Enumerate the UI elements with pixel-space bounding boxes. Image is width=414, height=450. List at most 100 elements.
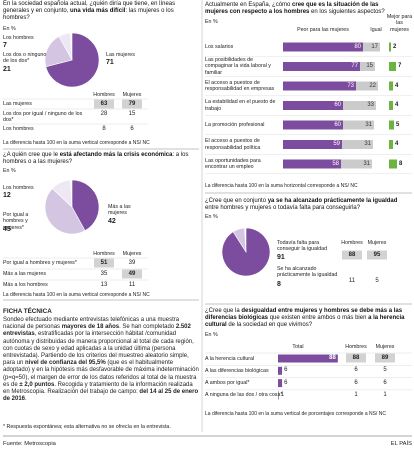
column-header: Hombres (93, 92, 115, 98)
slice-label: Los hombres (3, 35, 34, 41)
value-label: 73 (347, 82, 354, 89)
value-label: 7 (398, 63, 402, 69)
value-label: 77 (351, 63, 358, 69)
bar (283, 101, 343, 110)
row-label: Más a los hombres (3, 282, 48, 288)
table-value: 28 (100, 111, 108, 117)
series-header: Mejor para las mujeres (386, 14, 413, 33)
row-label: Las oportunidades para encontrar un empl… (205, 157, 261, 170)
value-label: 58 (332, 160, 339, 167)
value-label: 80 (354, 43, 361, 50)
slice-value: 7 (3, 42, 7, 49)
row-label: Más a las mujeres (3, 271, 46, 277)
value-label: 33 (367, 102, 374, 108)
emphasis: desigualdad entre mujeres y hombres se d… (205, 308, 403, 322)
text-run: : a los hombres o a las mujeres? (3, 152, 189, 166)
bar (278, 354, 338, 363)
unit-label: En % (3, 168, 16, 174)
question: ¿A quién cree que le está afectando más … (3, 152, 199, 166)
emphasis: está afectando más la crisis económica (59, 152, 173, 158)
table-value: 49 (128, 271, 136, 277)
column-header: Hombres (341, 240, 363, 246)
table-value: 51 (100, 260, 108, 266)
row-label: Los hombres (3, 126, 34, 132)
table-value: 1 (354, 391, 358, 398)
ficha-title: FICHA TÉCNICA (3, 308, 52, 315)
bar (389, 159, 397, 169)
source: Fuente: Metroscopia (3, 441, 56, 447)
value-label: 17 (371, 43, 378, 50)
text-run: ¿A quién cree que le (3, 152, 60, 158)
value-label: 22 (369, 82, 376, 89)
question: Actualmente en España, ¿cómo cree que es… (205, 2, 385, 16)
bar (343, 120, 374, 130)
bar (356, 81, 378, 91)
unit-label: En % (205, 214, 218, 220)
slice-value: 91 (277, 254, 285, 261)
table-value: 39 (128, 260, 136, 266)
highlight-cell (94, 258, 114, 268)
slice-label: Por igual a hombres y mujeres* (3, 212, 29, 231)
table-value: 1 (383, 391, 387, 398)
slice-label: Más a las mujeres (108, 204, 131, 217)
emphasis: nivel de confianza del 95,5% (25, 360, 106, 367)
text-run: que existen entre ambos o más bien (268, 315, 369, 322)
emphasis: una vida más difícil (70, 8, 126, 15)
highlight-cell (122, 99, 142, 109)
text-run: . (25, 396, 27, 403)
unit-label: En % (3, 26, 16, 32)
highlight-cell (375, 353, 395, 363)
text-run: de la sociedad en que vivimos? (226, 322, 313, 329)
note: La diferencia hasta 100 en la suma horiz… (205, 183, 358, 189)
text-run: . Se han completado (119, 324, 176, 331)
series-header: Total (292, 344, 304, 350)
table-value: 88 (352, 355, 360, 361)
brand: EL PAÍS (390, 441, 412, 447)
value-label: 59 (333, 141, 340, 147)
text-run: en los siguientes aspectos? (309, 9, 385, 16)
table-value: 8 (102, 126, 106, 132)
row-label: La promoción profesional (205, 121, 265, 128)
text-run: : las mujeres o los hombres? (3, 8, 174, 22)
highlight-cell (94, 99, 114, 109)
pie-slice (71, 179, 100, 232)
bar (283, 140, 342, 149)
text-run: , estratificadas por la intersección háb… (3, 331, 194, 367)
value-label: 6 (284, 379, 288, 386)
emphasis: cree que es la situación de las mujeres … (205, 2, 379, 16)
slice-value: 71 (106, 59, 114, 66)
value-label: 6 (284, 367, 288, 374)
table-value: 89 (381, 355, 389, 361)
emphasis: a la herencia cultural (205, 315, 405, 329)
row-label: El acceso a puestos de responsabilidad p… (205, 138, 261, 151)
question: En la sociedad española actual, ¿quién d… (3, 1, 199, 23)
text-run: . Recogida y tratamiento de la informaci… (3, 381, 193, 396)
slice-label: Todavía falta para conseguir la igualdad (277, 240, 328, 253)
bar (278, 391, 279, 400)
series-header: Igual (370, 27, 382, 33)
highlight-cell (346, 353, 366, 363)
table-value: 6 (354, 367, 358, 374)
pie-slice (44, 188, 86, 235)
column-header: Mujeres (122, 92, 142, 98)
question: ¿Cree que la desigualdad entre mujeres y… (205, 308, 410, 330)
slice-value: 12 (3, 192, 11, 199)
bar (389, 81, 393, 91)
note: La diferencia hasta 100 en la suma verti… (205, 411, 386, 417)
table-value: 5 (375, 278, 379, 284)
slice-label: Las mujeres (106, 52, 135, 58)
value-label: 8 (399, 160, 403, 167)
ficha-text: Sondeo efectuado mediante entrevistas te… (3, 317, 200, 403)
bar (283, 81, 356, 91)
bar (389, 101, 393, 110)
emphasis: ± 2,0 puntos (19, 381, 55, 388)
value-label: 88 (329, 355, 336, 361)
highlight-cell (367, 250, 387, 260)
text-run: Actualmente en España, ¿cómo (205, 2, 293, 8)
slice-value: 21 (3, 66, 11, 73)
table-value: 11 (348, 278, 356, 284)
bar (283, 42, 363, 52)
row-label: A las diferencias biológicas (205, 367, 269, 374)
pie-slice (58, 32, 73, 61)
